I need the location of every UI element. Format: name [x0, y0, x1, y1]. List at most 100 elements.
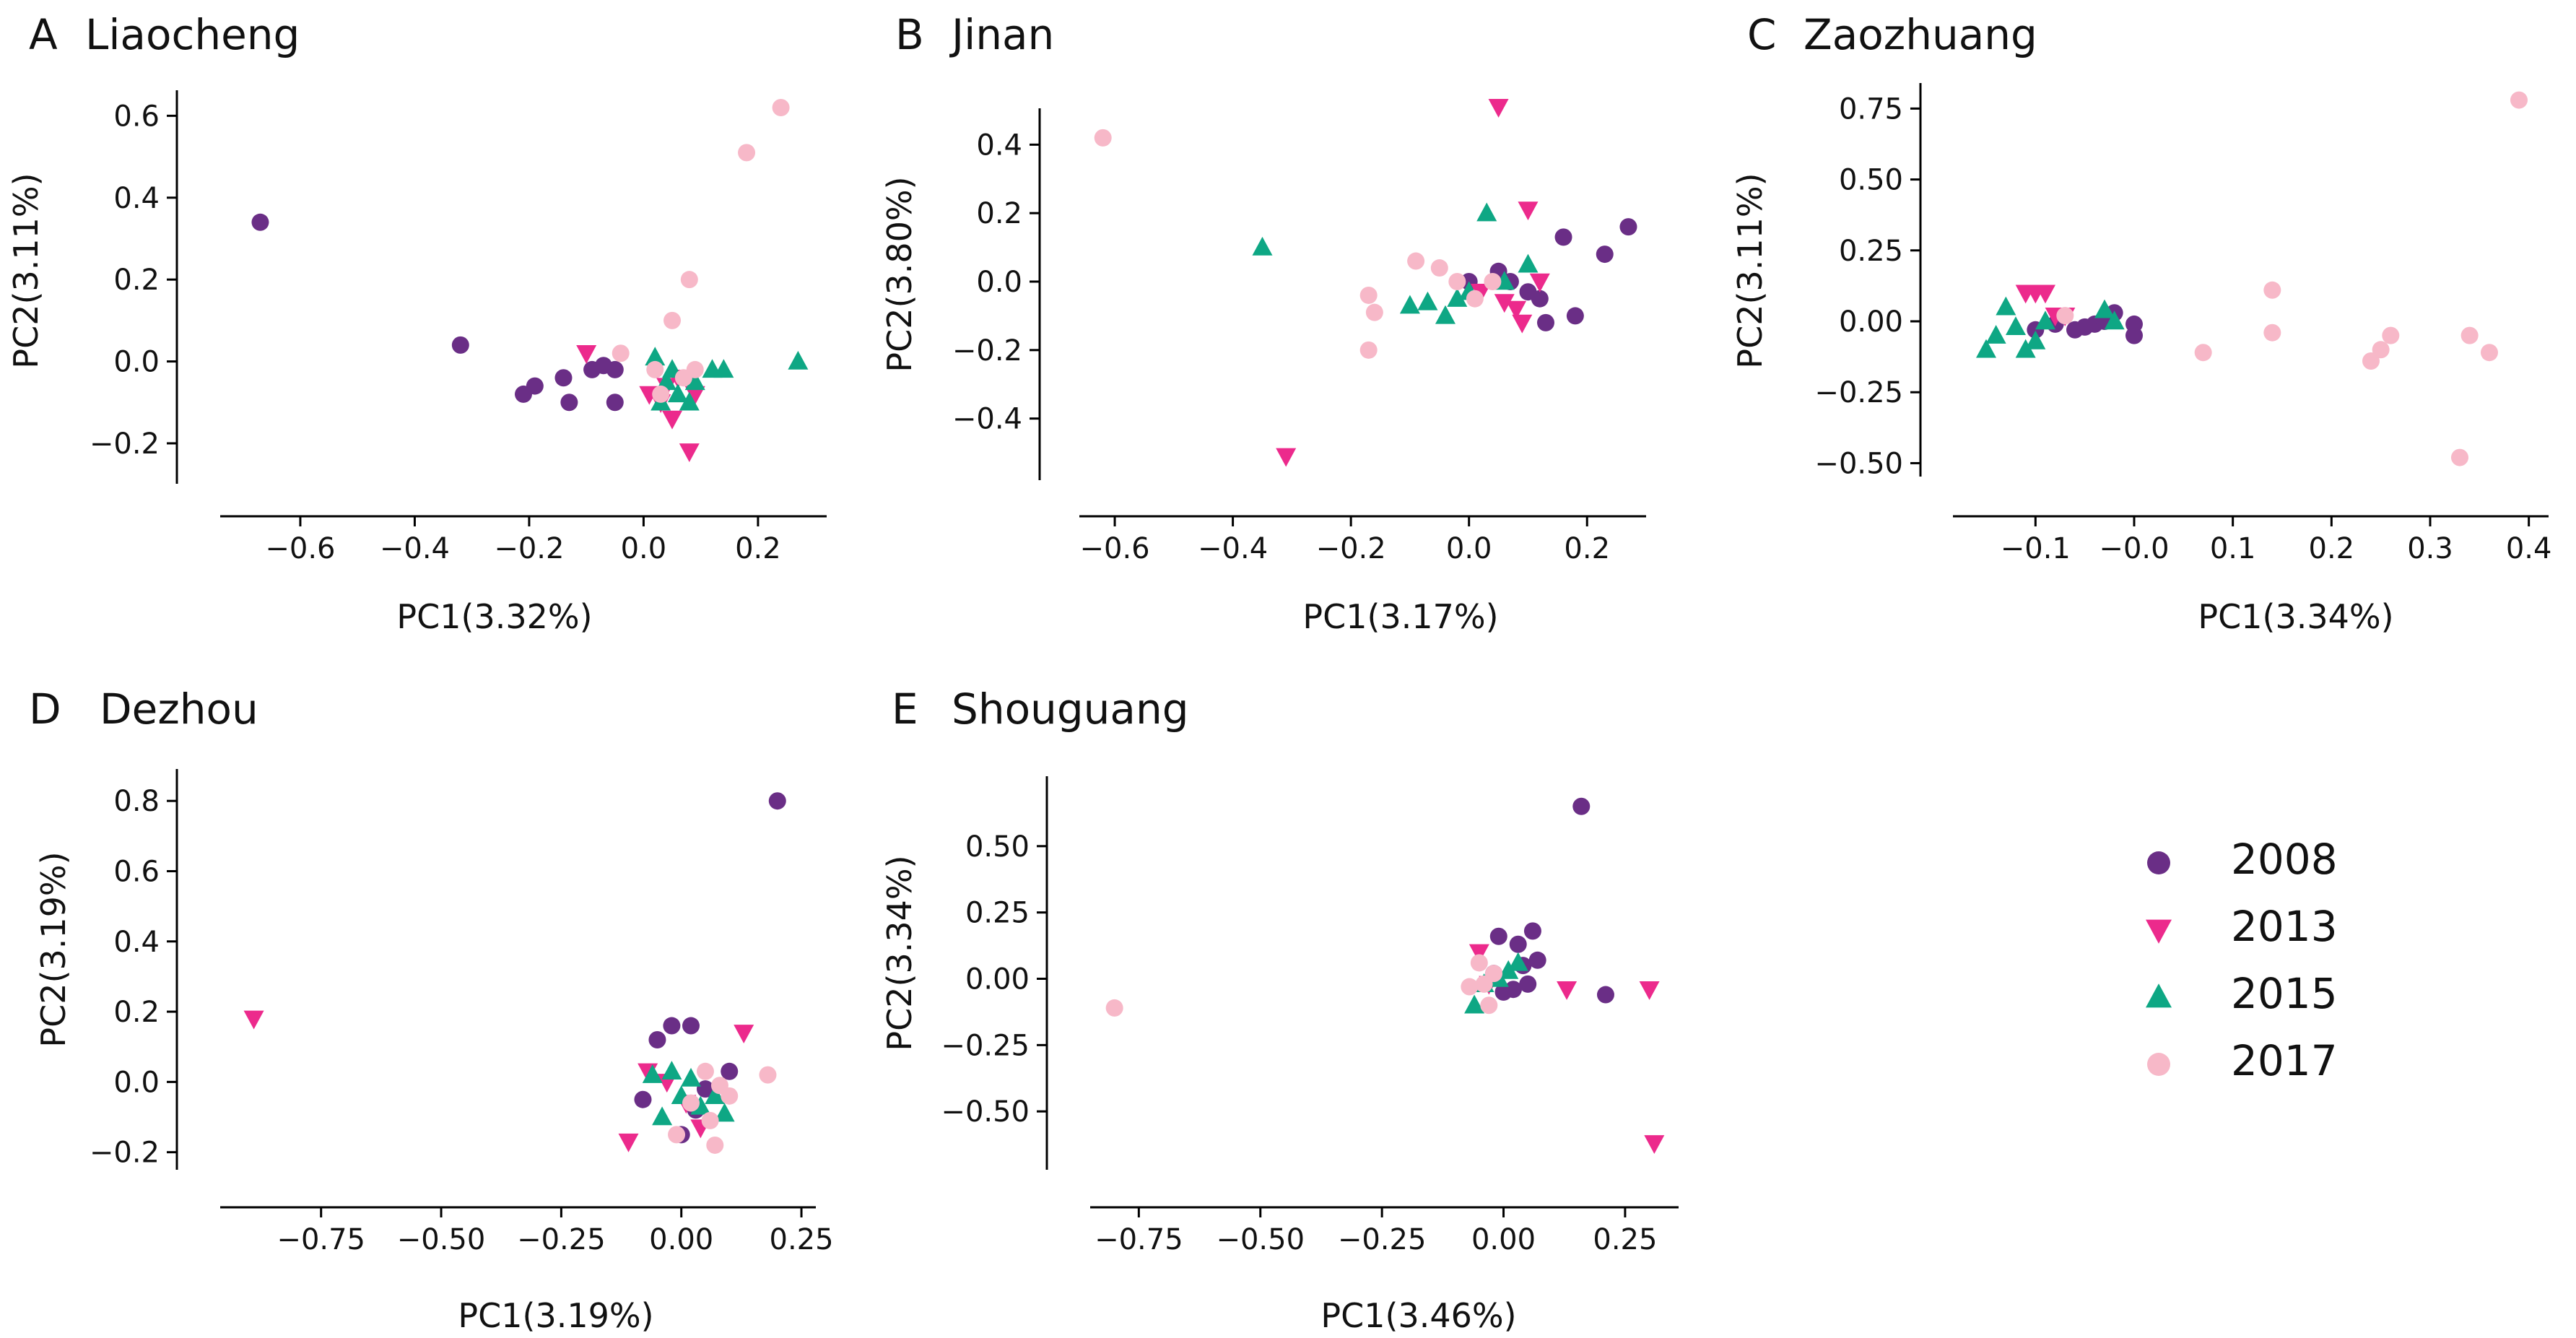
- panel-a-point-2008: [606, 394, 624, 412]
- panel-e-point-2017: [1105, 999, 1123, 1017]
- panel-c-point-2015: [2015, 339, 2036, 358]
- panel-d-xlabel: PC1(3.19%): [458, 1296, 653, 1335]
- panel-b-point-2017: [1407, 252, 1425, 270]
- panel-d-y-tick-label: −0.2: [90, 1137, 160, 1170]
- panel-c-point-2015: [2025, 330, 2046, 349]
- panel-e-point-2013: [1644, 1135, 1665, 1154]
- panel-c-point-2017: [2263, 323, 2281, 342]
- panel-c-point-2017: [2451, 448, 2468, 466]
- panel-c-x-tick-label: 0.3: [2407, 532, 2453, 565]
- panel-c-x-tick-label: −0.0: [2099, 532, 2169, 565]
- panel-a-x-tick-label: −0.6: [265, 532, 335, 565]
- panel-c-point-2017: [2510, 91, 2528, 109]
- panel-c-point-2017: [2372, 341, 2390, 359]
- panel-d-ylabel: PC2(3.19%): [34, 851, 73, 1047]
- panel-e-xlabel: PC1(3.46%): [1320, 1296, 1516, 1335]
- panel-d-point-2017: [696, 1062, 714, 1080]
- panel-d-x-tick-label: −0.75: [277, 1223, 365, 1256]
- panel-c-point-2017: [2263, 281, 2281, 299]
- panel-c-point-2015: [2094, 299, 2115, 318]
- legend-marker-2015: [2146, 983, 2172, 1008]
- panel-b-xlabel: PC1(3.17%): [1302, 597, 1498, 636]
- panel-d-y-tick-label: 0.4: [113, 926, 160, 959]
- panel-a-x-tick-label: 0.2: [735, 532, 781, 565]
- panel-c-point-2015: [2006, 316, 2026, 336]
- panel-c-point-2015: [1976, 339, 1996, 358]
- panel-b-point-2017: [1466, 290, 1484, 308]
- panel-d-x-tick-label: 0.25: [770, 1223, 834, 1256]
- panel-e-y-tick-label: 0.25: [965, 897, 1030, 930]
- panel-d-point-2017: [701, 1111, 719, 1129]
- panel-b-point-2015: [1435, 305, 1455, 324]
- panel-e-y-tick-label: 0.00: [965, 963, 1030, 996]
- legend-marker-2017-shape: [2147, 1053, 2170, 1076]
- panel-a-point-2015: [667, 383, 688, 403]
- panel-a-x-tick-label: 0.0: [621, 532, 667, 565]
- panel-b-point-2017: [1484, 273, 1502, 290]
- panel-b-point-2013: [1518, 201, 1539, 221]
- panel-a-y-tick-label: −0.2: [90, 427, 160, 461]
- panel-b-point-2013: [1276, 448, 1297, 467]
- panel-e-point-2017: [1480, 996, 1498, 1015]
- panel-b-y-tick-label: −0.2: [952, 334, 1022, 368]
- panel-c-y-tick-label: 0.50: [1839, 164, 1903, 197]
- panel-b-y-tick-label: 0.0: [976, 266, 1022, 299]
- legend-label-2017: 2017: [2231, 1036, 2338, 1085]
- panel-a-x-tick-label: −0.2: [494, 532, 564, 565]
- panel-c-plot: −0.1 −0.0 0.1 0.2 0.3 0.4 −0.50 −0.25 0.00 0.25 0.…: [1814, 83, 2551, 565]
- panel-a-point-2017: [652, 385, 670, 403]
- panel-d: D Dezhou −0.75 −0.50 −0.25 0.00 0.25 −0.2 0.0 0…: [29, 685, 834, 1335]
- panel-b: B Jinan −0.6 −0.4 −0.2 0.0 0.2 −0.4 −0.2 0.0 0.2…: [880, 10, 1646, 636]
- panel-e-y-tick-label: −0.25: [941, 1029, 1030, 1062]
- panel-e-y-tick-label: −0.50: [941, 1095, 1030, 1129]
- panel-b-x-tick-label: 0.0: [1446, 532, 1492, 565]
- panel-d-point-2008: [696, 1080, 714, 1098]
- panel-d-point-2017: [682, 1094, 700, 1112]
- panel-b-point-2017: [1365, 303, 1383, 321]
- panel-a-y-tick-label: 0.0: [113, 346, 160, 379]
- panel-b-point-2013: [1494, 294, 1515, 313]
- panel-e-point-2013: [1468, 944, 1489, 963]
- panel-b-point-2015: [1447, 288, 1468, 307]
- panel-d-y-tick-label: 0.0: [113, 1066, 160, 1099]
- panel-a-title: Liaocheng: [85, 10, 300, 59]
- panel-e-point-2013: [1557, 981, 1578, 1000]
- panel-a-point-2015: [679, 391, 700, 411]
- legend-marker-2008-shape: [2147, 851, 2170, 874]
- panel-b-x-tick-label: 0.2: [1564, 532, 1610, 565]
- panel-c-point-2015: [1996, 296, 2016, 316]
- panel-a-letter: A: [29, 10, 58, 59]
- legend-item-2015: 2015: [2146, 969, 2338, 1018]
- panel-d-point-2013: [243, 1010, 264, 1030]
- panel-e-point-2015: [1498, 960, 1519, 979]
- panel-c-point-2013: [2035, 284, 2055, 304]
- panel-b-point-2008: [1531, 290, 1549, 308]
- panel-b-title: Jinan: [949, 10, 1054, 59]
- panel-c-x-tick-label: 0.2: [2309, 532, 2355, 565]
- panel-b-point-2008: [1536, 313, 1554, 331]
- panel-d-x-tick-label: 0.00: [649, 1223, 713, 1256]
- panel-c: C Zaozhuang −0.1 −0.0 0.1 0.2 0.3 0.4−0.50−0.…: [1731, 10, 2551, 636]
- panel-c-point-2008: [2125, 326, 2143, 344]
- panel-b-ylabel: PC2(3.80%): [880, 176, 919, 372]
- panel-b-point-2013: [1488, 98, 1509, 118]
- panel-a-point-2017: [680, 271, 698, 289]
- panel-e-point-2015: [1464, 994, 1485, 1014]
- panel-c-y-tick-label: −0.25: [1814, 376, 1903, 409]
- panel-e-point-2017: [1485, 965, 1503, 983]
- legend-marker-2015-shape: [2146, 983, 2172, 1008]
- panel-d-point-2008: [682, 1017, 700, 1035]
- panel-d-y-tick-label: 0.8: [113, 785, 160, 818]
- panel-c-point-2017: [2362, 352, 2380, 370]
- panel-c-y-tick-label: 0.25: [1839, 235, 1903, 268]
- panel-b-y-tick-label: 0.2: [976, 197, 1022, 230]
- panel-c-x-tick-label: 0.4: [2506, 532, 2552, 565]
- panel-c-point-2015: [2035, 310, 2055, 330]
- panel-c-y-tick-label: 0.00: [1839, 305, 1903, 339]
- panel-a-point-2008: [526, 377, 544, 395]
- panel-c-x-tick-label: 0.1: [2210, 532, 2256, 565]
- panel-a-point-2013: [684, 386, 705, 405]
- panel-a-point-2017: [646, 360, 664, 378]
- panel-a-point-2015: [713, 359, 734, 378]
